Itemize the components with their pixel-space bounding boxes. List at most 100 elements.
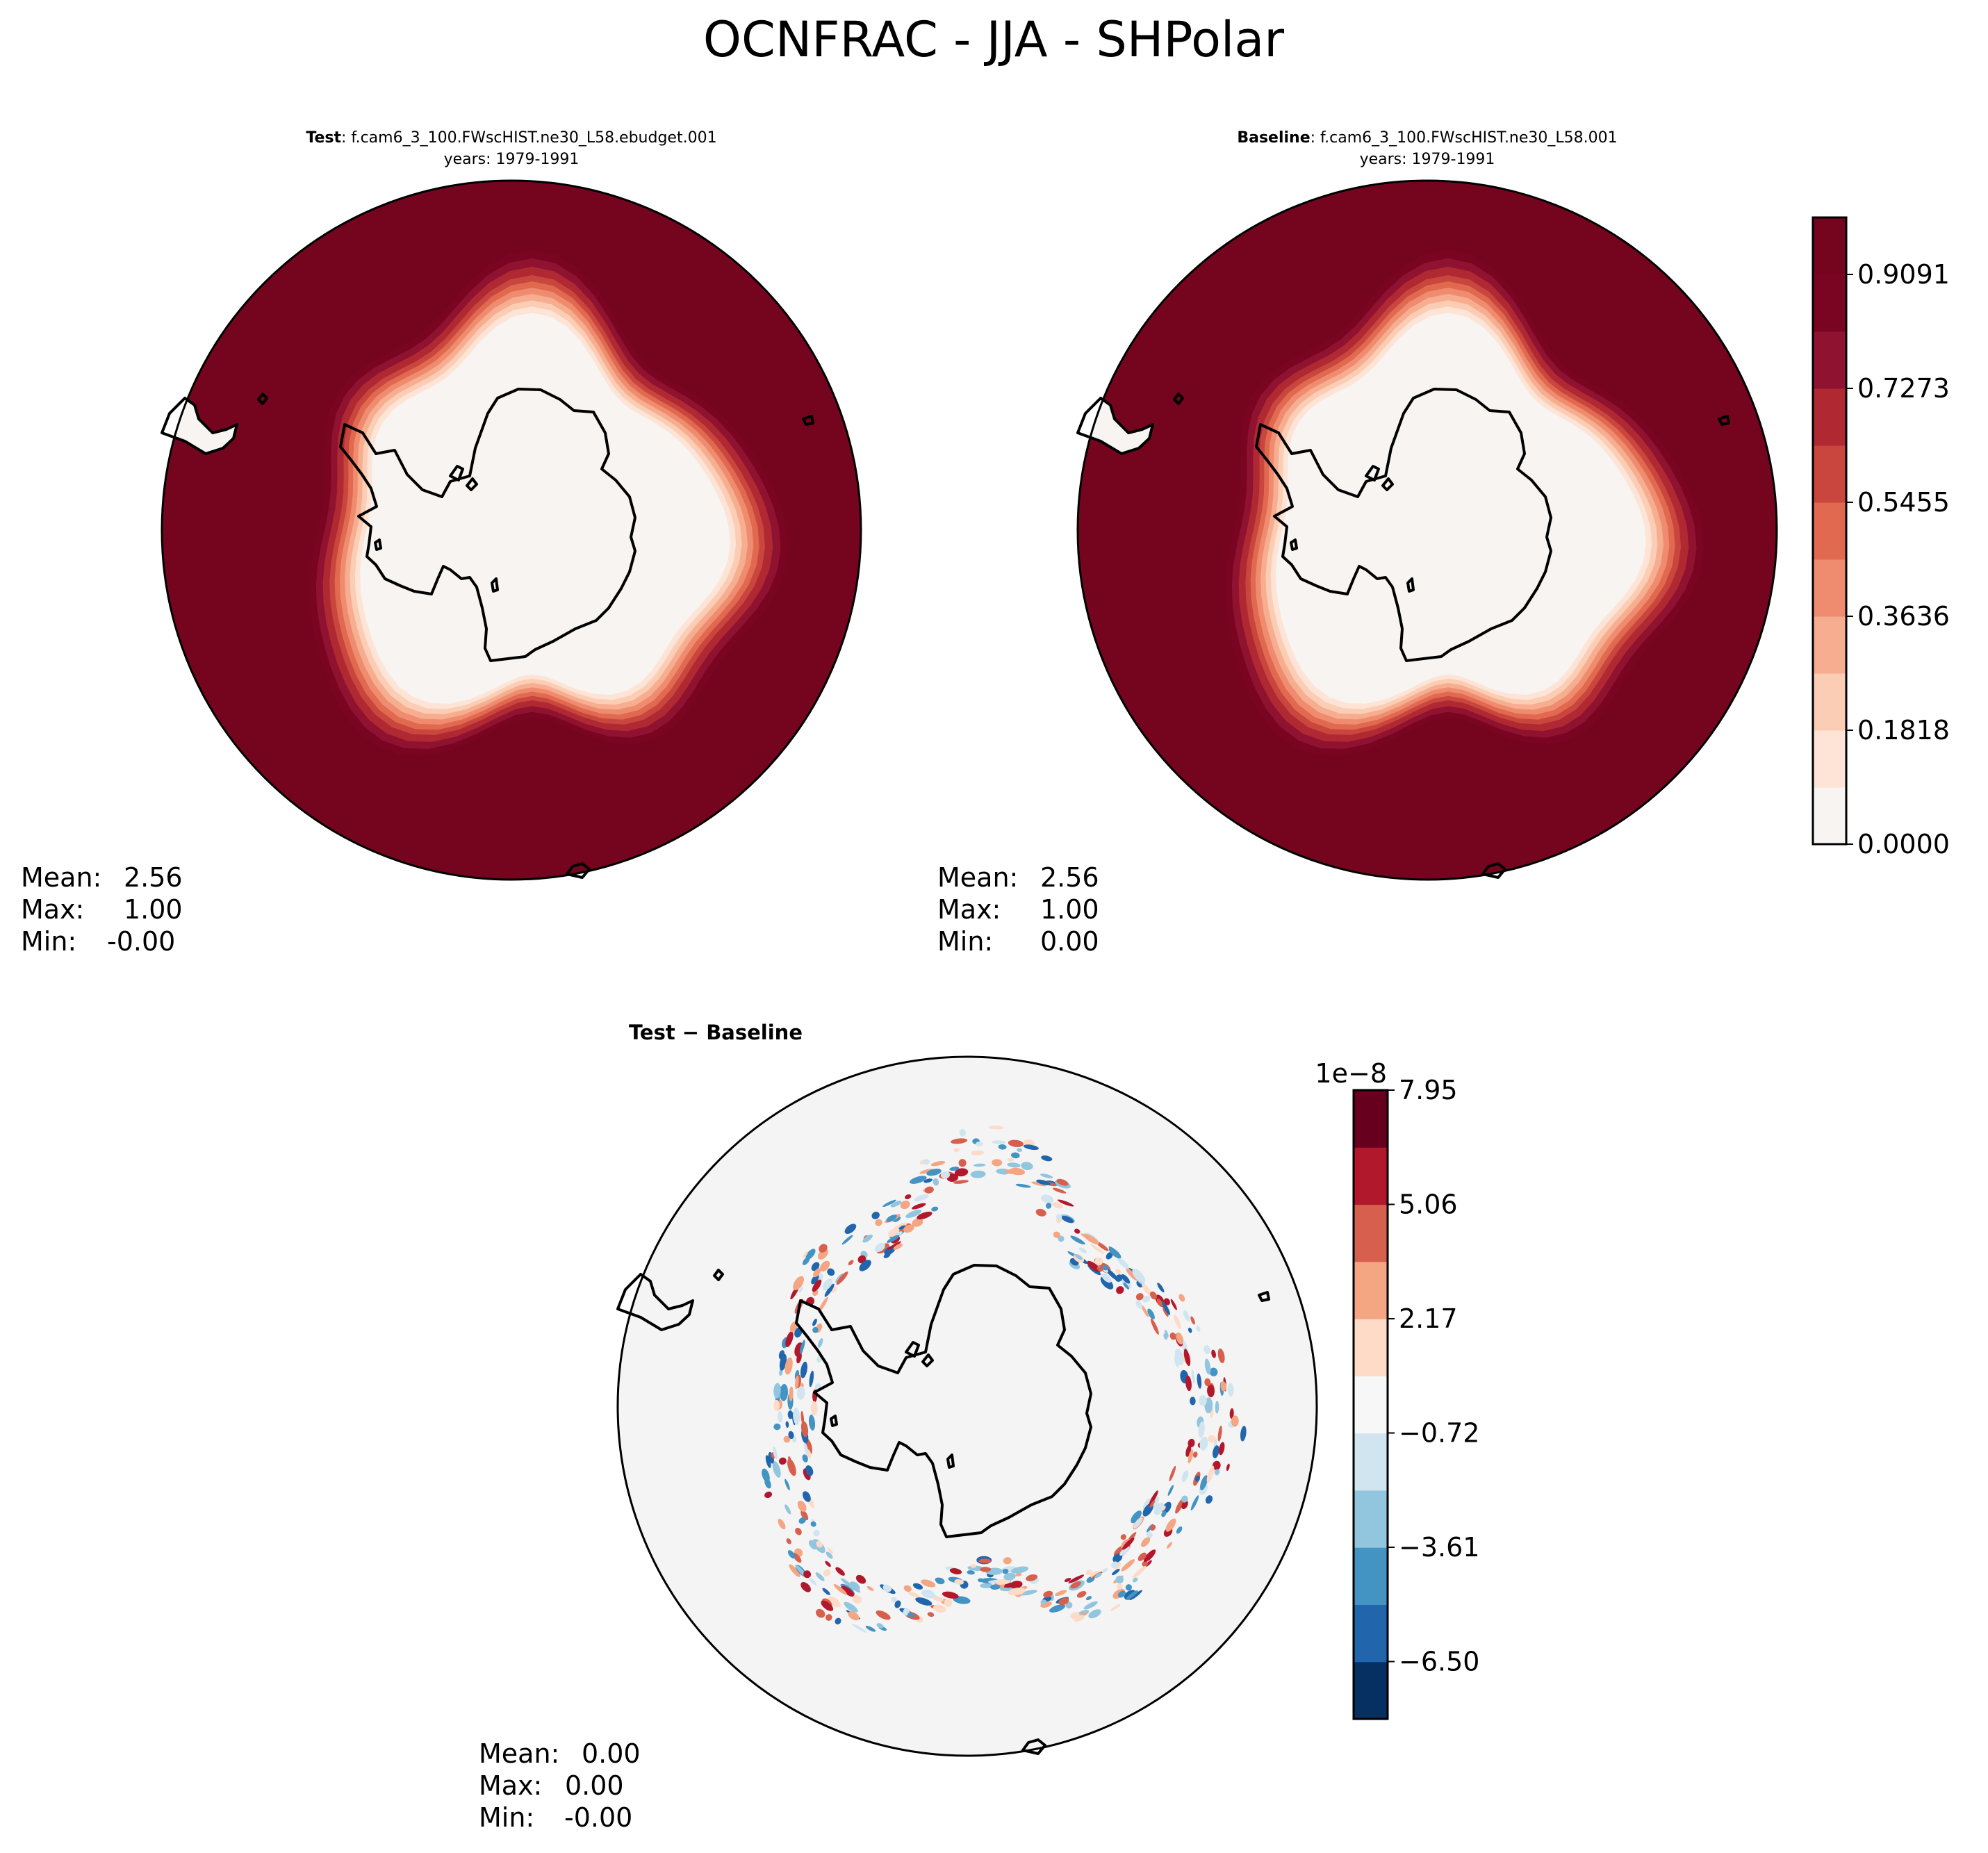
difference-blob [933, 1604, 946, 1613]
difference-blob [1132, 1565, 1147, 1579]
difference-blob [903, 1585, 912, 1592]
difference-blob [802, 1454, 808, 1463]
difference-blob [823, 1569, 831, 1577]
difference-blob [1100, 1276, 1114, 1290]
stat-max-value: 1.00 [124, 894, 183, 925]
difference-blob [827, 1268, 835, 1276]
island-coastline [257, 393, 268, 405]
difference-blob [1188, 1327, 1192, 1333]
stat-max-value: 1.00 [1040, 894, 1099, 925]
difference-blob [773, 1447, 778, 1460]
difference-blob [1115, 1575, 1124, 1584]
difference-blob [978, 1558, 992, 1564]
difference-blob [1010, 1581, 1023, 1589]
difference-blob [907, 1591, 920, 1598]
island-coastline [802, 415, 814, 426]
stat-mean-label: Mean: [21, 862, 101, 893]
difference-blob [1036, 1179, 1051, 1185]
difference-blob [1132, 1268, 1146, 1283]
difference-blob [1231, 1415, 1239, 1427]
difference-blob [1088, 1609, 1101, 1619]
difference-blob [1064, 1577, 1071, 1583]
difference-blob [1106, 1269, 1119, 1280]
difference-blob [923, 1159, 930, 1165]
difference-blob [1058, 1235, 1065, 1242]
difference-blob [931, 1206, 939, 1212]
map-baseline [1076, 179, 1778, 881]
difference-blob [1190, 1397, 1196, 1406]
difference-blob [1175, 1497, 1185, 1514]
island-coastline [1406, 577, 1415, 593]
difference-blob [780, 1383, 789, 1401]
difference-blob [784, 1479, 790, 1490]
difference-blob [789, 1386, 794, 1401]
difference-blob [819, 1260, 830, 1271]
difference-blob [783, 1435, 791, 1443]
island-coastline [466, 477, 478, 491]
colorbar-difference-cell [1354, 1376, 1388, 1434]
difference-blob [1128, 1532, 1137, 1541]
difference-blob [1131, 1510, 1142, 1524]
difference-blob [841, 1586, 855, 1597]
map-test [161, 179, 862, 881]
difference-blob [1011, 1152, 1020, 1159]
difference-blob [958, 1159, 967, 1167]
panel-baseline-title: Baseline: f.cam6_3_100.FWscHIST.ne30_L58… [1237, 129, 1617, 147]
difference-blob [778, 1519, 786, 1530]
difference-blob [824, 1283, 835, 1297]
difference-blob [949, 1167, 960, 1171]
difference-blob [1007, 1162, 1021, 1168]
difference-blob [788, 1431, 794, 1440]
difference-blob [1008, 1139, 1024, 1148]
difference-blob [793, 1408, 800, 1425]
difference-blob [1122, 1538, 1135, 1550]
difference-blob [808, 1415, 816, 1431]
island-coastline [713, 1269, 724, 1281]
colorbar-difference-cell [1354, 1433, 1388, 1491]
colorbar-difference-tick-label: −6.50 [1399, 1646, 1479, 1677]
difference-blob [1096, 1266, 1103, 1272]
colorbar-fraction-cell [1813, 274, 1846, 332]
difference-blob [890, 1201, 902, 1208]
difference-blob [848, 1611, 860, 1621]
difference-blob [797, 1500, 807, 1512]
difference-blob [1211, 1349, 1216, 1358]
difference-blob [1185, 1375, 1192, 1392]
stat-max-label: Max: [937, 894, 1001, 925]
difference-blob [1135, 1300, 1143, 1309]
difference-blob [1053, 1231, 1060, 1238]
difference-blob [1126, 1267, 1138, 1281]
map-test-field [162, 181, 861, 880]
difference-blob [800, 1421, 809, 1438]
difference-blob [974, 1163, 986, 1167]
difference-blob [810, 1401, 818, 1416]
difference-blob [1123, 1282, 1130, 1290]
island-coastline [1381, 477, 1394, 491]
difference-blob [919, 1169, 934, 1174]
difference-blob [874, 1242, 885, 1253]
difference-blob [1169, 1332, 1176, 1340]
island-coastline [449, 465, 464, 481]
colorbar-difference-cells [1354, 1090, 1388, 1720]
colorbar-fraction-tick-label: 0.9091 [1857, 259, 1950, 290]
island-coastline [1718, 415, 1730, 426]
difference-blob [1149, 1499, 1156, 1508]
colorbar-difference-frame [1352, 1089, 1389, 1720]
difference-blob [909, 1176, 927, 1184]
difference-blob [818, 1296, 828, 1312]
difference-blob [803, 1256, 810, 1265]
difference-blob [1126, 1590, 1138, 1600]
colorbar-difference-tick-label: 5.06 [1399, 1189, 1458, 1219]
ocean-fraction-contour [360, 313, 730, 704]
difference-blob [1227, 1383, 1234, 1397]
colorbar-fraction-cell [1813, 787, 1846, 845]
difference-blob [887, 1235, 900, 1243]
difference-blob [1215, 1401, 1219, 1414]
stat-mean-label: Mean: [937, 862, 1018, 893]
panel-baseline-title-rest: : f.cam6_3_100.FWscHIST.ne30_L58.001 [1311, 129, 1618, 147]
difference-blob [1196, 1325, 1201, 1332]
difference-blob [787, 1550, 796, 1559]
difference-blob [798, 1287, 803, 1293]
difference-blob [1218, 1442, 1225, 1456]
